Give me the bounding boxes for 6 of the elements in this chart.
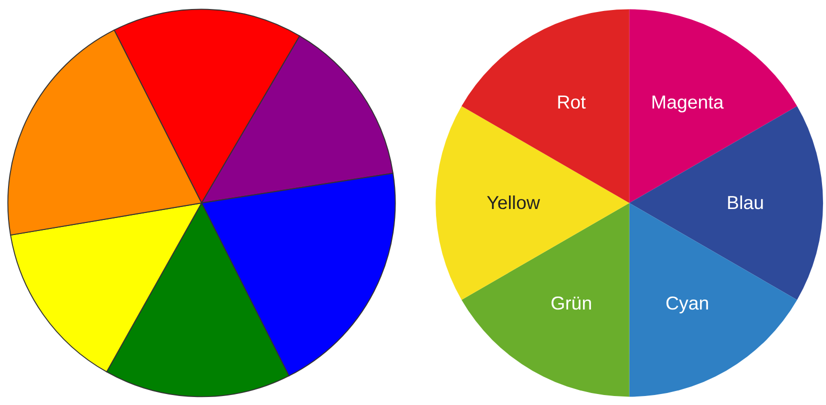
slice-label: Blau: [726, 192, 764, 213]
slice-label: Cyan: [666, 292, 710, 314]
slice-label: Grün: [550, 292, 592, 314]
slice-label: Magenta: [651, 91, 724, 112]
slice-label: Yellow: [486, 192, 540, 213]
slice-label: Rot: [556, 91, 587, 112]
